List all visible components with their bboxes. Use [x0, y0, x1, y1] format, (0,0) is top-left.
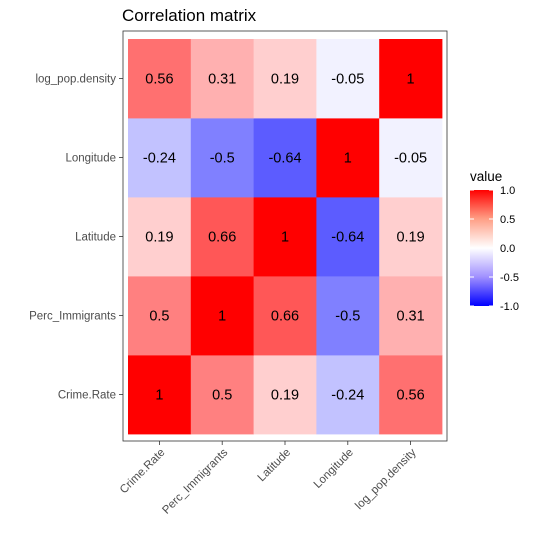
legend-ticks: 1.0 0.5 0.0 -0.5 -1.0 [470, 185, 519, 313]
y-tick-label: Crime.Rate [58, 390, 116, 402]
heatmap-cell [128, 355, 192, 435]
x-tick-label: Latitude [256, 447, 293, 484]
heatmap-cell [190, 118, 254, 198]
cell-value-label: 0.56 [396, 388, 424, 404]
cell-value-label: 0.19 [271, 388, 299, 404]
heatmap-cell [253, 355, 317, 435]
cell-value-label: -0.05 [394, 151, 427, 167]
heatmap-cell [316, 276, 380, 356]
heatmap-cell [316, 39, 380, 119]
heatmap-cells [128, 39, 443, 435]
heatmap-cell [253, 276, 317, 356]
cell-value-label: -0.24 [143, 151, 176, 167]
heatmap-cell [190, 276, 254, 356]
cell-value-label: 0.56 [145, 72, 173, 88]
legend-tick-label: -0.5 [500, 272, 519, 284]
y-tick-label: Longitude [65, 153, 116, 165]
legend-colorbar [470, 190, 493, 306]
heatmap-cell [379, 355, 443, 435]
heatmap-cell [253, 118, 317, 198]
cell-value-label: 1 [218, 309, 226, 325]
cell-value-label: 0.5 [212, 388, 232, 404]
cell-value-label: -0.5 [210, 151, 235, 167]
x-tick-label: log_pop.density [353, 446, 419, 512]
x-tick-label: Longitude [312, 447, 356, 491]
cell-value-label: 1 [281, 230, 289, 246]
x-tick-label: Perc_Immigrants [160, 446, 230, 516]
cell-value-label: 0.31 [396, 309, 424, 325]
chart-title: Correlation matrix [122, 6, 257, 25]
heatmap-cell [316, 118, 380, 198]
heatmap-cell [128, 276, 192, 356]
heatmap-cell [316, 355, 380, 435]
cell-value-label: 0.66 [271, 309, 299, 325]
legend-tick-label: 1.0 [500, 185, 515, 197]
cell-value-label: -0.5 [335, 309, 360, 325]
heatmap-cell [128, 118, 192, 198]
cell-value-label: 0.31 [208, 72, 236, 88]
cell-value-label: 0.19 [396, 230, 424, 246]
heatmap-cell-labels: 1 0.5 0.19 -0.24 0.56 0.5 1 0.66 -0.5 0.31 0.19 0.6… [143, 72, 427, 404]
cell-value-label: -0.64 [268, 151, 301, 167]
y-tick-label: log_pop.density [35, 74, 116, 86]
y-tick-label: Latitude [75, 232, 116, 244]
legend-tick-label: 0.0 [500, 243, 515, 255]
cell-value-label: 1 [407, 72, 415, 88]
cell-value-label: 0.19 [271, 72, 299, 88]
cell-value-label: -0.05 [331, 72, 364, 88]
cell-value-label: 0.66 [208, 230, 236, 246]
heatmap-cell [190, 355, 254, 435]
y-tick-label: Perc_Immigrants [29, 311, 116, 323]
cell-value-label: 0.19 [145, 230, 173, 246]
heatmap-cell [316, 197, 380, 277]
heatmap-cell [128, 197, 192, 277]
heatmap-cell [379, 39, 443, 119]
heatmap-cell [128, 39, 192, 119]
y-axis: Crime.Rate Perc_Immigrants Latitude Longitu… [29, 74, 123, 402]
legend-tick-label: 0.5 [500, 214, 515, 226]
heatmap-cell [190, 197, 254, 277]
heatmap-cell [190, 39, 254, 119]
heatmap-cell [379, 276, 443, 356]
legend-tick-label: -1.0 [500, 301, 519, 313]
cell-value-label: -0.64 [331, 230, 364, 246]
cell-value-label: -0.24 [331, 388, 364, 404]
x-tick-label: Crime.Rate [118, 447, 168, 497]
heatmap-cell [253, 39, 317, 119]
heatmap-cell [379, 118, 443, 198]
color-legend: value 1.0 0.5 0.0 -0.5 -1.0 [470, 169, 519, 313]
cell-value-label: 1 [155, 388, 163, 404]
cell-value-label: 0.5 [149, 309, 169, 325]
cell-value-label: 1 [344, 151, 352, 167]
legend-title: value [470, 169, 502, 184]
heatmap-cell [253, 197, 317, 277]
heatmap-cell [379, 197, 443, 277]
